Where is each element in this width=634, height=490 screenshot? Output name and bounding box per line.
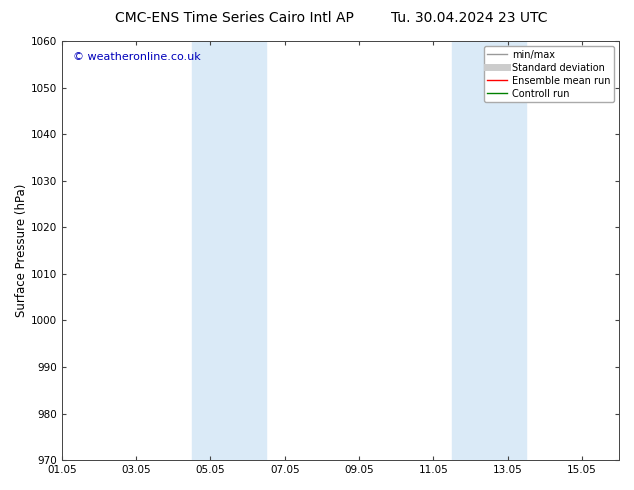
Bar <box>452 41 526 460</box>
Legend: min/max, Standard deviation, Ensemble mean run, Controll run: min/max, Standard deviation, Ensemble me… <box>484 46 614 102</box>
Text: Tu. 30.04.2024 23 UTC: Tu. 30.04.2024 23 UTC <box>391 11 547 25</box>
Bar <box>192 41 266 460</box>
Text: © weatheronline.co.uk: © weatheronline.co.uk <box>73 51 201 62</box>
Y-axis label: Surface Pressure (hPa): Surface Pressure (hPa) <box>15 184 28 318</box>
Text: CMC-ENS Time Series Cairo Intl AP: CMC-ENS Time Series Cairo Intl AP <box>115 11 354 25</box>
